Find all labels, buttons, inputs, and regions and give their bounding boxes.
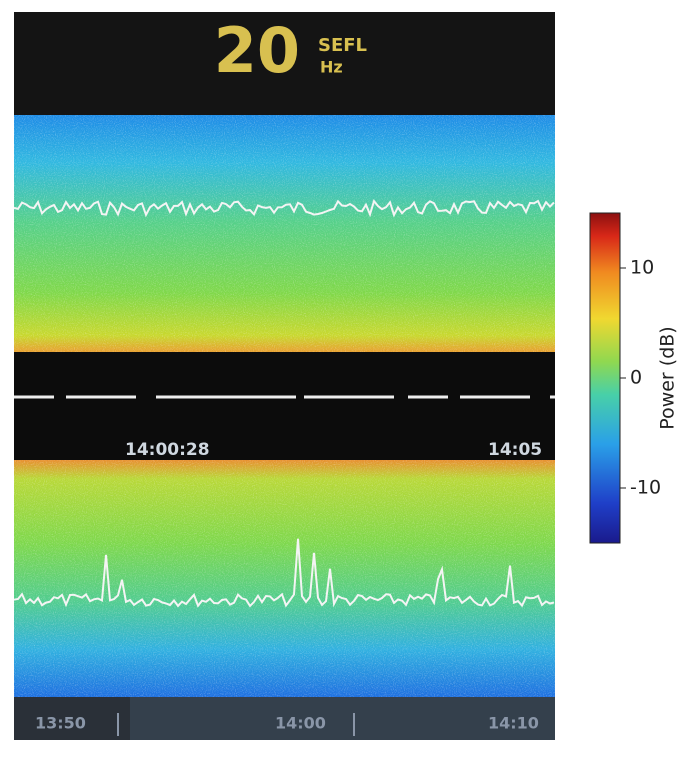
timestamp: 14:00:28	[125, 440, 210, 460]
lower-noise	[14, 460, 555, 697]
time-bar-highlight	[130, 697, 555, 740]
time-label: 14:10	[488, 714, 539, 733]
clip-mask	[555, 430, 575, 470]
upper-edge-line	[13, 199, 555, 218]
time-label: 13:50	[35, 714, 86, 733]
time-label: 14:00	[275, 714, 326, 733]
colorbar-tick-label: 10	[630, 257, 654, 279]
colorbar-tick-label: -10	[630, 477, 661, 499]
header-value: 20	[214, 14, 300, 87]
timestamp: 14:05	[488, 440, 542, 460]
header-label: SEFL	[318, 35, 367, 56]
lower-edge-line	[13, 538, 555, 608]
header-unit: Hz	[320, 58, 343, 77]
colorbar-tick-label: 0	[630, 367, 642, 389]
colorbar	[589, 212, 621, 544]
upper-noise	[14, 115, 555, 352]
colorbar-label: Power (dB)	[657, 326, 679, 429]
clip-mask	[555, 700, 585, 740]
trend-band	[14, 352, 555, 460]
